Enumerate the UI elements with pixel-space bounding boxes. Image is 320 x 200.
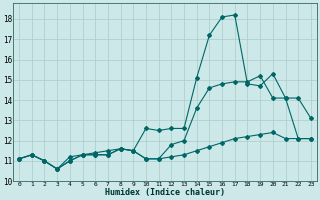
X-axis label: Humidex (Indice chaleur): Humidex (Indice chaleur): [105, 188, 225, 197]
